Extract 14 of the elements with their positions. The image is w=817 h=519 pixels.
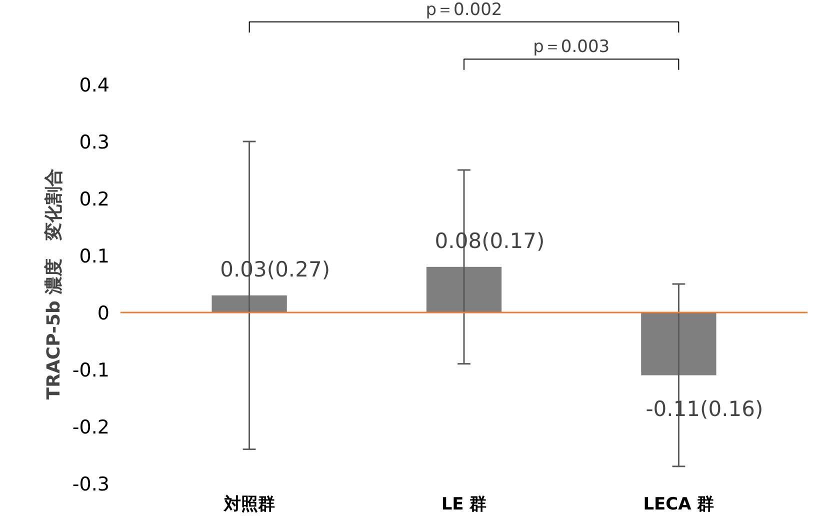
text: p＝0.002 — [426, 0, 502, 20]
y-axis-title: TRACP-5b 濃度 変化割合 — [43, 168, 64, 400]
y-tick-label: 0.4 — [79, 74, 110, 96]
y-tick-label: -0.1 — [72, 360, 110, 382]
y-tick-label: -0.2 — [72, 416, 110, 438]
y-tick-label: -0.3 — [72, 474, 110, 496]
x-tick-label: 対照群 — [222, 494, 275, 514]
text: p＝0.003 — [533, 37, 610, 58]
y-tick-label: 0.2 — [79, 188, 110, 210]
x-tick-label: LE 群 — [441, 494, 487, 514]
y-tick-label: 0.3 — [79, 132, 110, 154]
x-tick-label: LECA 群 — [643, 494, 714, 514]
y-tick-label: 0.1 — [79, 246, 110, 268]
y-tick-label: 0 — [97, 302, 110, 324]
